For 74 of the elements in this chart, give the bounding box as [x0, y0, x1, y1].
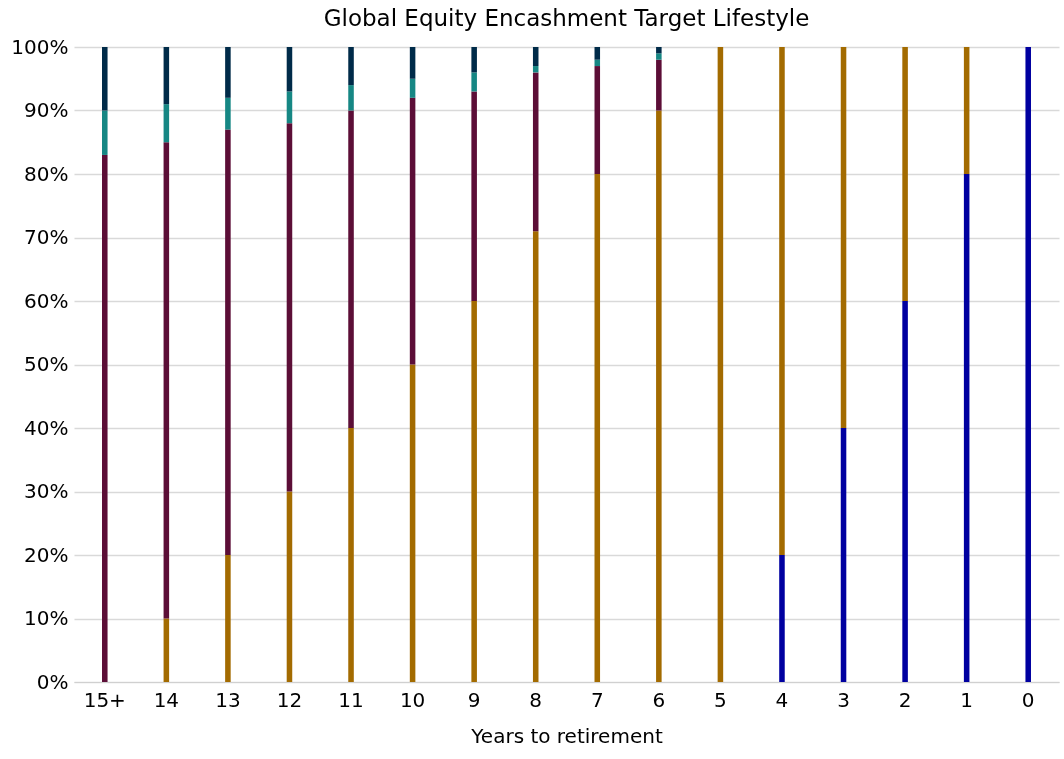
bar	[532, 72, 539, 232]
bar	[840, 47, 847, 428]
bar	[225, 129, 231, 555]
bar	[286, 491, 293, 682]
bar	[286, 123, 293, 492]
bar	[532, 231, 539, 682]
x-tick-label: 4	[775, 687, 789, 712]
x-tick-label: 1	[960, 687, 974, 712]
x-tick-label: 9	[467, 687, 481, 712]
bar	[471, 91, 477, 301]
bar	[656, 110, 662, 682]
bar	[163, 142, 170, 619]
chart-title: Global Equity Encashment Target Lifestyle	[323, 5, 810, 31]
x-tick-label: 10	[399, 687, 426, 712]
bar	[286, 91, 293, 124]
bar	[225, 555, 231, 682]
bar	[594, 66, 601, 174]
x-tick-label: 13	[215, 687, 241, 712]
x-tick-label: 3	[837, 687, 850, 712]
bar	[163, 104, 170, 143]
bar	[840, 428, 847, 682]
y-tick-label: 0%	[36, 669, 69, 694]
x-tick-label: 15+	[83, 687, 126, 712]
bar	[348, 428, 354, 682]
y-tick-label: 60%	[24, 288, 69, 313]
bar	[902, 47, 908, 301]
y-tick-label: 80%	[24, 161, 69, 186]
bar	[779, 47, 785, 555]
bar	[409, 47, 416, 79]
x-axis-title: Years to retirement	[470, 723, 663, 748]
bar	[102, 110, 108, 155]
bar	[102, 47, 108, 111]
bar	[471, 301, 477, 682]
bar	[717, 47, 724, 682]
bar	[225, 97, 231, 130]
x-tick-label: 7	[590, 687, 604, 712]
bar	[348, 47, 354, 86]
bar	[532, 47, 539, 67]
y-tick-label: 70%	[24, 225, 69, 249]
bar	[594, 47, 601, 60]
bar	[1025, 47, 1031, 682]
bar	[594, 174, 601, 682]
bar	[409, 364, 416, 682]
bar	[409, 97, 416, 365]
bar	[963, 47, 970, 174]
y-tick-label: 10%	[24, 606, 69, 630]
bar	[656, 47, 662, 54]
x-tick-label: 12	[276, 687, 303, 712]
y-tick-label: 100%	[11, 34, 69, 59]
bar	[348, 110, 354, 428]
y-tick-label: 90%	[24, 98, 69, 122]
y-tick-label: 50%	[24, 352, 69, 376]
x-tick-label: 11	[338, 687, 364, 712]
bar	[656, 59, 662, 111]
y-tick-label: 30%	[24, 479, 69, 503]
bar	[348, 85, 354, 111]
bar	[471, 72, 477, 92]
x-tick-label: 2	[898, 687, 912, 712]
bar	[779, 555, 785, 682]
bar	[963, 174, 970, 682]
bar	[102, 154, 108, 682]
x-tick-label: 14	[153, 687, 180, 712]
bar	[225, 47, 231, 98]
y-tick-label: 40%	[24, 415, 69, 440]
bar	[163, 47, 170, 105]
x-tick-label: 5	[714, 687, 727, 712]
x-tick-label: 8	[529, 687, 543, 712]
x-tick-label: 0	[1021, 687, 1035, 712]
bar	[902, 301, 908, 682]
bar	[409, 78, 416, 98]
bar	[471, 47, 477, 73]
x-tick-label: 6	[652, 687, 666, 712]
y-tick-label: 20%	[24, 542, 69, 567]
bar	[656, 53, 662, 60]
